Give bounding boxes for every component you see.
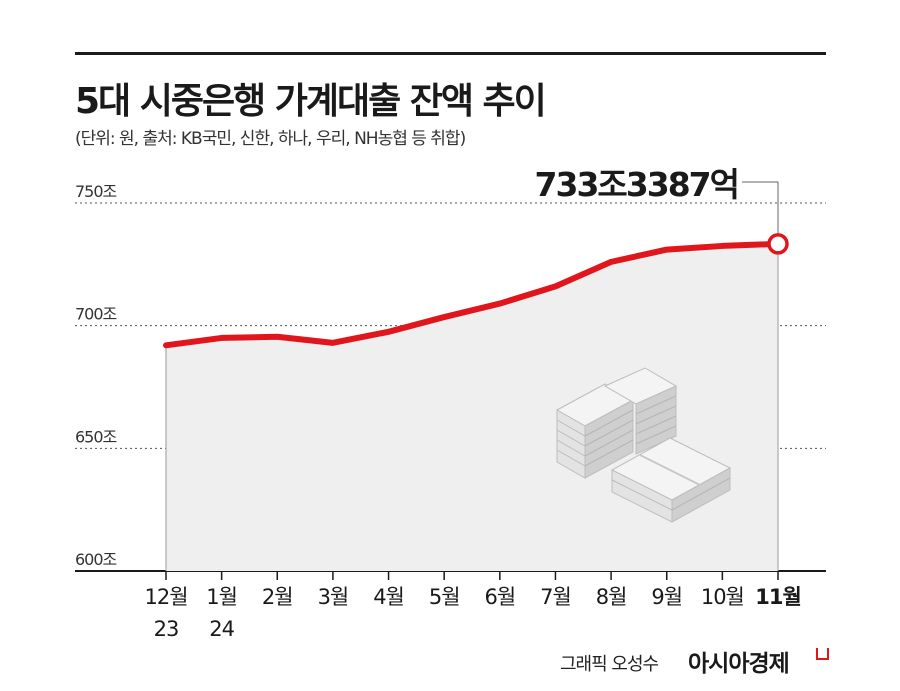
line-layer: 733조3387억 — [163, 165, 789, 349]
y-tick-label: 700조 — [75, 305, 117, 324]
x-tick-label: 3월 — [318, 585, 349, 609]
label-layer: 12월 23 1월 24 2월 3월 4월 5월 6월 7월 8월 9월 10월 11월 — [144, 585, 801, 641]
x-tick-label: 9월 — [651, 585, 682, 609]
x-tick-label: 10월 — [701, 585, 744, 609]
series-line — [163, 240, 781, 349]
area-fill — [166, 243, 778, 571]
area-layer — [165, 243, 779, 571]
x-tick-label: 4월 — [373, 585, 404, 609]
top-rule — [75, 52, 826, 55]
brand-mark-icon — [816, 648, 829, 660]
x-tick-label: 11월 — [755, 585, 801, 609]
x-tick-label: 2월 — [262, 585, 293, 609]
chart-subtitle: (단위: 원, 출처: KB국민, 신한, 하나, 우리, NH농협 등 취합) — [75, 129, 466, 149]
y-tick-label: 600조 — [75, 550, 117, 569]
x-tick-label: 8월 — [596, 585, 627, 609]
x-tick-label: 7월 — [540, 585, 571, 609]
x-tick-label: 24 — [209, 617, 234, 641]
money-stack-front — [610, 437, 732, 523]
y-tick-label: 750조 — [75, 182, 117, 201]
graphic-credit: 그래픽 오성수 — [560, 654, 659, 675]
x-tick-label: 5월 — [429, 585, 460, 609]
tick-layer — [165, 571, 779, 580]
money-stacks-icon — [555, 367, 732, 523]
y-tick-label: 650조 — [75, 427, 117, 446]
x-tick-label: 12월 — [144, 585, 187, 609]
x-tick-label: 6월 — [484, 585, 515, 609]
x-tick-label: 1월 — [206, 585, 237, 609]
brand-logo-text: 아시아경제 — [688, 651, 790, 677]
chart-title: 5대 시중은행 가계대출 잔액 추이 — [75, 81, 547, 122]
callout-value-label: 733조3387억 — [535, 165, 738, 204]
money-stack-back-left — [555, 383, 635, 479]
callout-leader — [742, 181, 779, 234]
x-tick-label: 23 — [154, 617, 179, 641]
end-point-marker — [767, 233, 789, 255]
money-stack-back-right — [603, 367, 678, 455]
